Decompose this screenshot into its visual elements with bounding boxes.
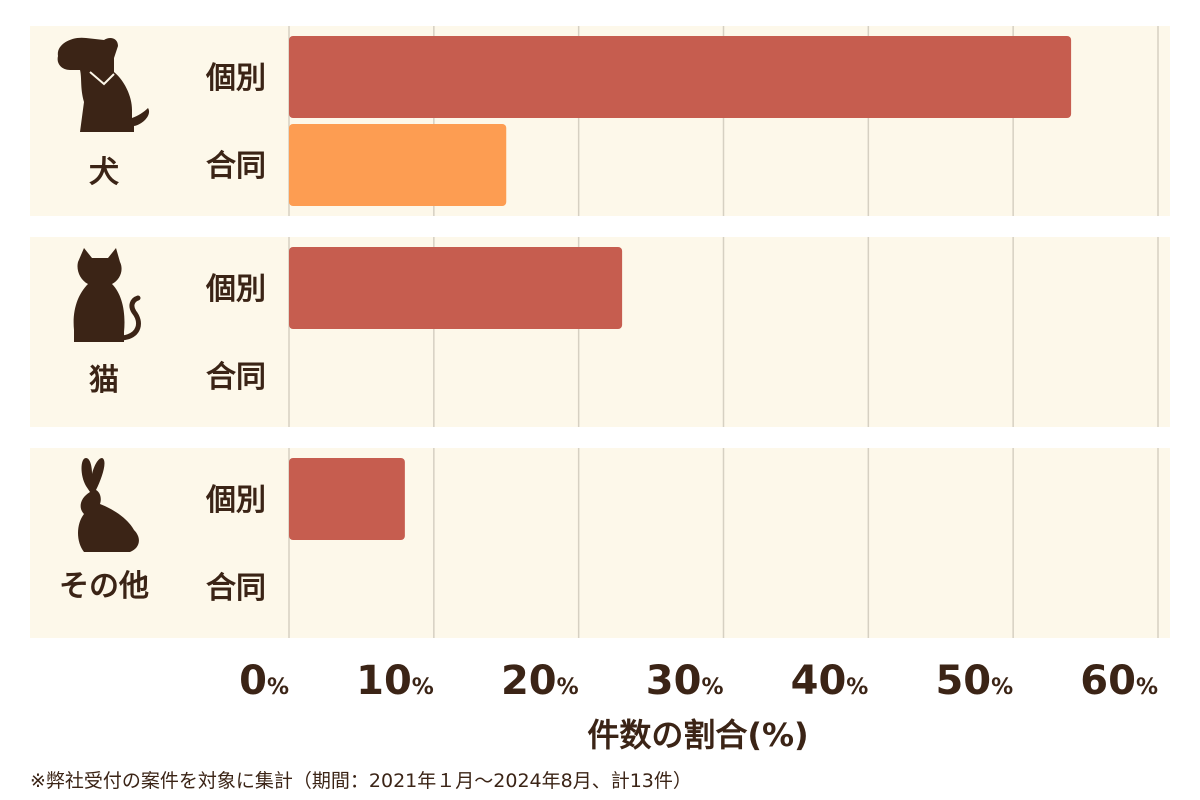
dog-collar xyxy=(89,71,115,86)
group-label: 猫 xyxy=(89,363,119,398)
row-label: 個別 xyxy=(205,483,266,518)
group-label: 犬 xyxy=(89,155,119,190)
bar xyxy=(289,36,1072,118)
x-tick-labels: 0% 10% 20% 30% 40% 50% 60% xyxy=(239,658,1158,704)
rabbit-icon xyxy=(78,458,139,552)
group-label: その他 xyxy=(59,569,149,604)
cat-silhouette xyxy=(73,248,125,342)
dog-silhouette xyxy=(57,37,150,132)
row-label: 個別 xyxy=(205,272,266,307)
x-axis-label: 件数の割合(%) xyxy=(587,716,808,754)
row-label: 合同 xyxy=(206,360,266,395)
x-tick-label: 40% xyxy=(791,658,869,704)
dog-icon xyxy=(57,37,150,132)
bar xyxy=(289,247,623,329)
cat-tail xyxy=(119,295,141,341)
footnote: ※弊社受付の案件を対象に集計（期間：2021年１月〜2024年8月、計13件） xyxy=(30,770,692,792)
row-label: 合同 xyxy=(206,149,266,184)
row-label: 個別 xyxy=(205,61,266,96)
bar xyxy=(289,458,405,540)
group-icons xyxy=(57,37,150,552)
x-tick-label: 50% xyxy=(935,658,1013,704)
bar xyxy=(289,124,507,206)
panel-background xyxy=(30,448,1170,638)
cat-icon xyxy=(73,248,141,342)
rabbit-silhouette xyxy=(78,458,139,552)
x-tick-label: 60% xyxy=(1080,658,1158,704)
x-tick-label: 30% xyxy=(646,658,724,704)
x-tick-label: 0% xyxy=(239,658,289,704)
x-tick-label: 10% xyxy=(356,658,434,704)
bars xyxy=(289,36,1072,540)
row-label: 合同 xyxy=(206,571,266,606)
x-tick-label: 20% xyxy=(501,658,579,704)
